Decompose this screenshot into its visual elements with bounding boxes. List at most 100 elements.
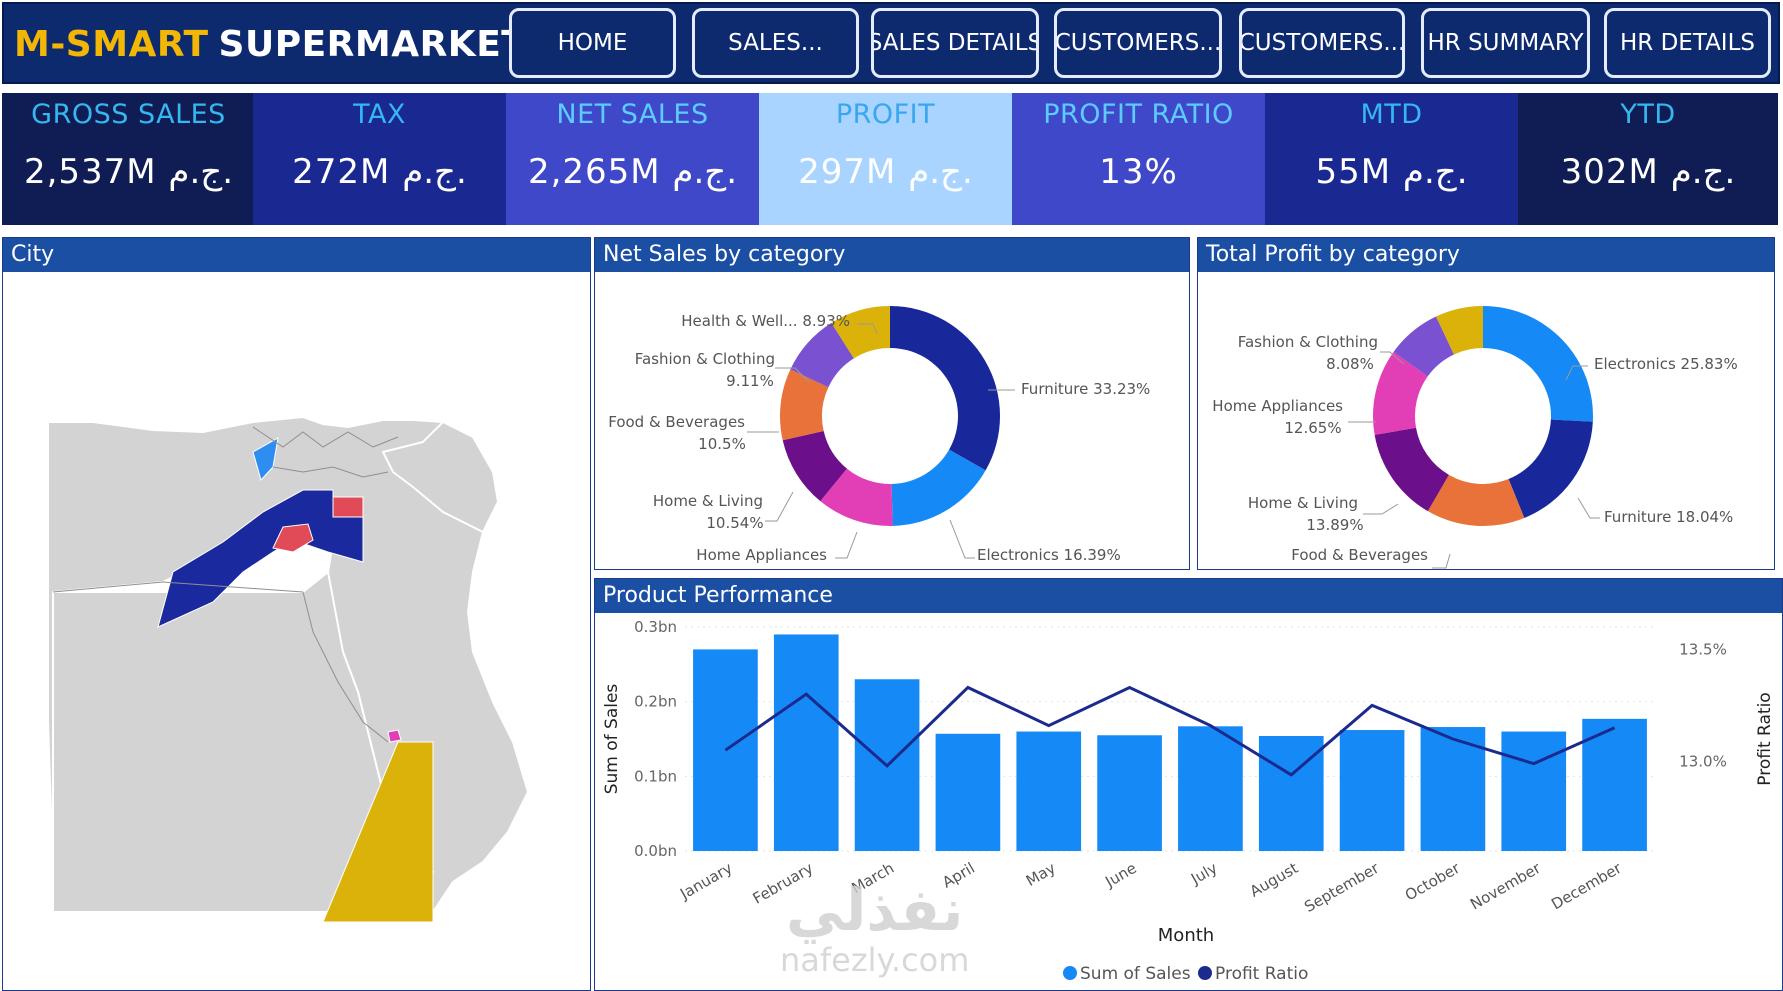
net-sales-leader-6 — [857, 323, 878, 335]
net-sales-sublabel-3: 10.54% — [706, 514, 763, 532]
profit-sublabel-2: 14.49% — [1367, 568, 1424, 570]
x-axis-title: Month — [1158, 925, 1214, 946]
sales-bar-november[interactable] — [1501, 731, 1567, 851]
kpi-card-6[interactable]: YTD 302M ج.م. — [1518, 93, 1778, 225]
net-sales-slice-6[interactable] — [831, 306, 890, 359]
net-sales-slice-1[interactable] — [891, 449, 986, 526]
net-sales-donut-panel: Net Sales by category Furniture 33.23% El… — [594, 237, 1190, 586]
profit-label-3: Home & Living — [1248, 494, 1358, 512]
profit-leader-3 — [1363, 503, 1399, 515]
kpi-value: 2,537M ج.م. — [23, 152, 234, 192]
map-region-sinai[interactable] — [381, 420, 500, 534]
y2-tick-label: 13.5% — [1679, 640, 1727, 658]
map-region-luxor[interactable] — [387, 729, 402, 743]
kpi-card-4[interactable]: PROFIT RATIO 13% — [1012, 93, 1265, 225]
kpi-label: TAX — [353, 99, 406, 130]
kpi-card-1[interactable]: TAX 272M ج.م. — [253, 93, 506, 225]
sales-bar-september[interactable] — [1339, 730, 1405, 851]
profit-label-2: Food & Beverages — [1291, 546, 1428, 564]
nav-customers-button-1[interactable]: CUSTOMERS... — [1054, 8, 1222, 78]
profit-slice-1[interactable] — [1508, 419, 1593, 518]
net-sales-leader-2 — [835, 531, 858, 559]
sales-bar-january[interactable] — [693, 649, 758, 851]
sales-bar-december[interactable] — [1582, 718, 1647, 851]
net-sales-slice-2[interactable] — [820, 468, 893, 526]
kpi-label: PROFIT — [835, 99, 936, 130]
sales-bar-july[interactable] — [1178, 726, 1243, 851]
net-sales-label-1: Electronics 16.39% — [977, 546, 1121, 564]
net-sales-label-6: Health & Well... 8.93% — [681, 312, 850, 330]
sales-bar-february[interactable] — [773, 634, 839, 851]
map-region-cairo[interactable] — [332, 496, 364, 518]
sales-bar-june[interactable] — [1097, 735, 1162, 851]
nav-sales-details-button[interactable]: SALES DETAILS — [871, 8, 1039, 78]
net-sales-slice-4[interactable] — [780, 369, 829, 441]
kpi-value: 2,265M ج.م. — [527, 152, 738, 192]
map-region-aswan[interactable] — [322, 741, 434, 923]
net-sales-donut-title: Net Sales by category — [595, 238, 1189, 272]
kpi-label: MTD — [1360, 99, 1423, 130]
profit-label-1: Furniture 18.04% — [1604, 508, 1733, 526]
kpi-value: 297M ج.م. — [798, 152, 973, 192]
legend-ratio-label: Profit Ratio — [1215, 964, 1308, 984]
nav-customers-button-2[interactable]: CUSTOMERS... — [1239, 8, 1405, 78]
map-borders — [52, 426, 399, 743]
profit-ratio-line[interactable] — [724, 685, 1616, 777]
nav-sales-button[interactable]: SALES... — [692, 8, 859, 78]
x-tick-label: July — [1187, 859, 1220, 889]
nav-home-button[interactable]: HOME — [509, 8, 676, 78]
nav-hr-details-button[interactable]: HR DETAILS — [1604, 8, 1771, 78]
product-performance-title: Product Performance — [595, 579, 1782, 613]
x-tick-label: May — [1023, 859, 1059, 890]
y-tick-label: 0.1bn — [634, 767, 677, 785]
net-sales-sublabel-4: 10.5% — [698, 435, 746, 453]
kpi-card-0[interactable]: GROSS SALES 2,537M ج.م. — [2, 93, 255, 225]
y2-tick-label: 13.0% — [1679, 752, 1727, 770]
profit-leader-0 — [1565, 365, 1588, 381]
profit-leader-2 — [1432, 553, 1451, 569]
y-tick-label: 0.3bn — [634, 618, 677, 636]
profit-slice-4[interactable] — [1373, 351, 1428, 435]
profit-donut-chart: Electronics 25.83% Furniture 18.04% Food &… — [1212, 306, 1738, 586]
profit-slice-2[interactable] — [1427, 474, 1525, 526]
net-sales-label-0: Furniture 33.23% — [1021, 380, 1150, 398]
watermark-latin: nafezly.com — [780, 941, 970, 979]
net-sales-leader-5 — [775, 367, 810, 383]
brand-logo: M-SMART SUPERMARKET — [14, 24, 526, 65]
x-tick-label: January — [676, 859, 735, 904]
kpi-card-5[interactable]: MTD 55M ج.م. — [1265, 93, 1518, 225]
nav-hr-summary-button[interactable]: HR SUMMARY — [1421, 8, 1590, 78]
egypt-map — [47, 415, 530, 923]
sales-bar-may[interactable] — [1016, 731, 1082, 851]
net-sales-sublabel-2: 11.3% — [763, 568, 811, 570]
profit-slice-5[interactable] — [1393, 316, 1454, 377]
net-sales-leader-3 — [765, 491, 794, 522]
net-sales-slice-3[interactable] — [782, 431, 847, 502]
sales-bar-august[interactable] — [1258, 736, 1324, 851]
legend-sales-dot — [1063, 966, 1077, 980]
profit-donut-title: Total Profit by category — [1198, 238, 1774, 272]
map-region-fayoum[interactable] — [272, 523, 314, 553]
profit-slice-3[interactable] — [1374, 427, 1449, 512]
top-header: M-SMART SUPERMARKET HOME SALES... SALES D… — [2, 2, 1780, 84]
kpi-card-2[interactable]: NET SALES 2,265M ج.م. — [506, 93, 759, 225]
net-sales-label-4: Food & Beverages — [608, 413, 745, 431]
net-sales-slice-0[interactable] — [890, 306, 1000, 471]
kpi-label: NET SALES — [556, 99, 709, 130]
kpi-card-3[interactable]: PROFIT 297M ج.م. — [759, 93, 1012, 225]
profit-slice-0[interactable] — [1483, 306, 1593, 422]
sales-bar-april[interactable] — [935, 733, 1001, 851]
net-sales-sublabel-5: 9.11% — [726, 372, 774, 390]
profit-label-0: Electronics 25.83% — [1594, 355, 1738, 373]
x-tick-label: June — [1101, 859, 1139, 891]
profit-slice-6[interactable] — [1436, 306, 1483, 355]
net-sales-slice-5[interactable] — [790, 322, 854, 388]
brand-part1: M-SMART — [14, 24, 209, 65]
sales-bar-october[interactable] — [1420, 727, 1486, 851]
x-tick-label: November — [1467, 858, 1544, 913]
profit-label-5: Fashion & Clothing — [1238, 333, 1378, 351]
legend-sales-label: Sum of Sales — [1080, 964, 1191, 984]
brand-part2: SUPERMARKET — [218, 24, 527, 65]
y-tick-label: 0.0bn — [634, 842, 677, 860]
